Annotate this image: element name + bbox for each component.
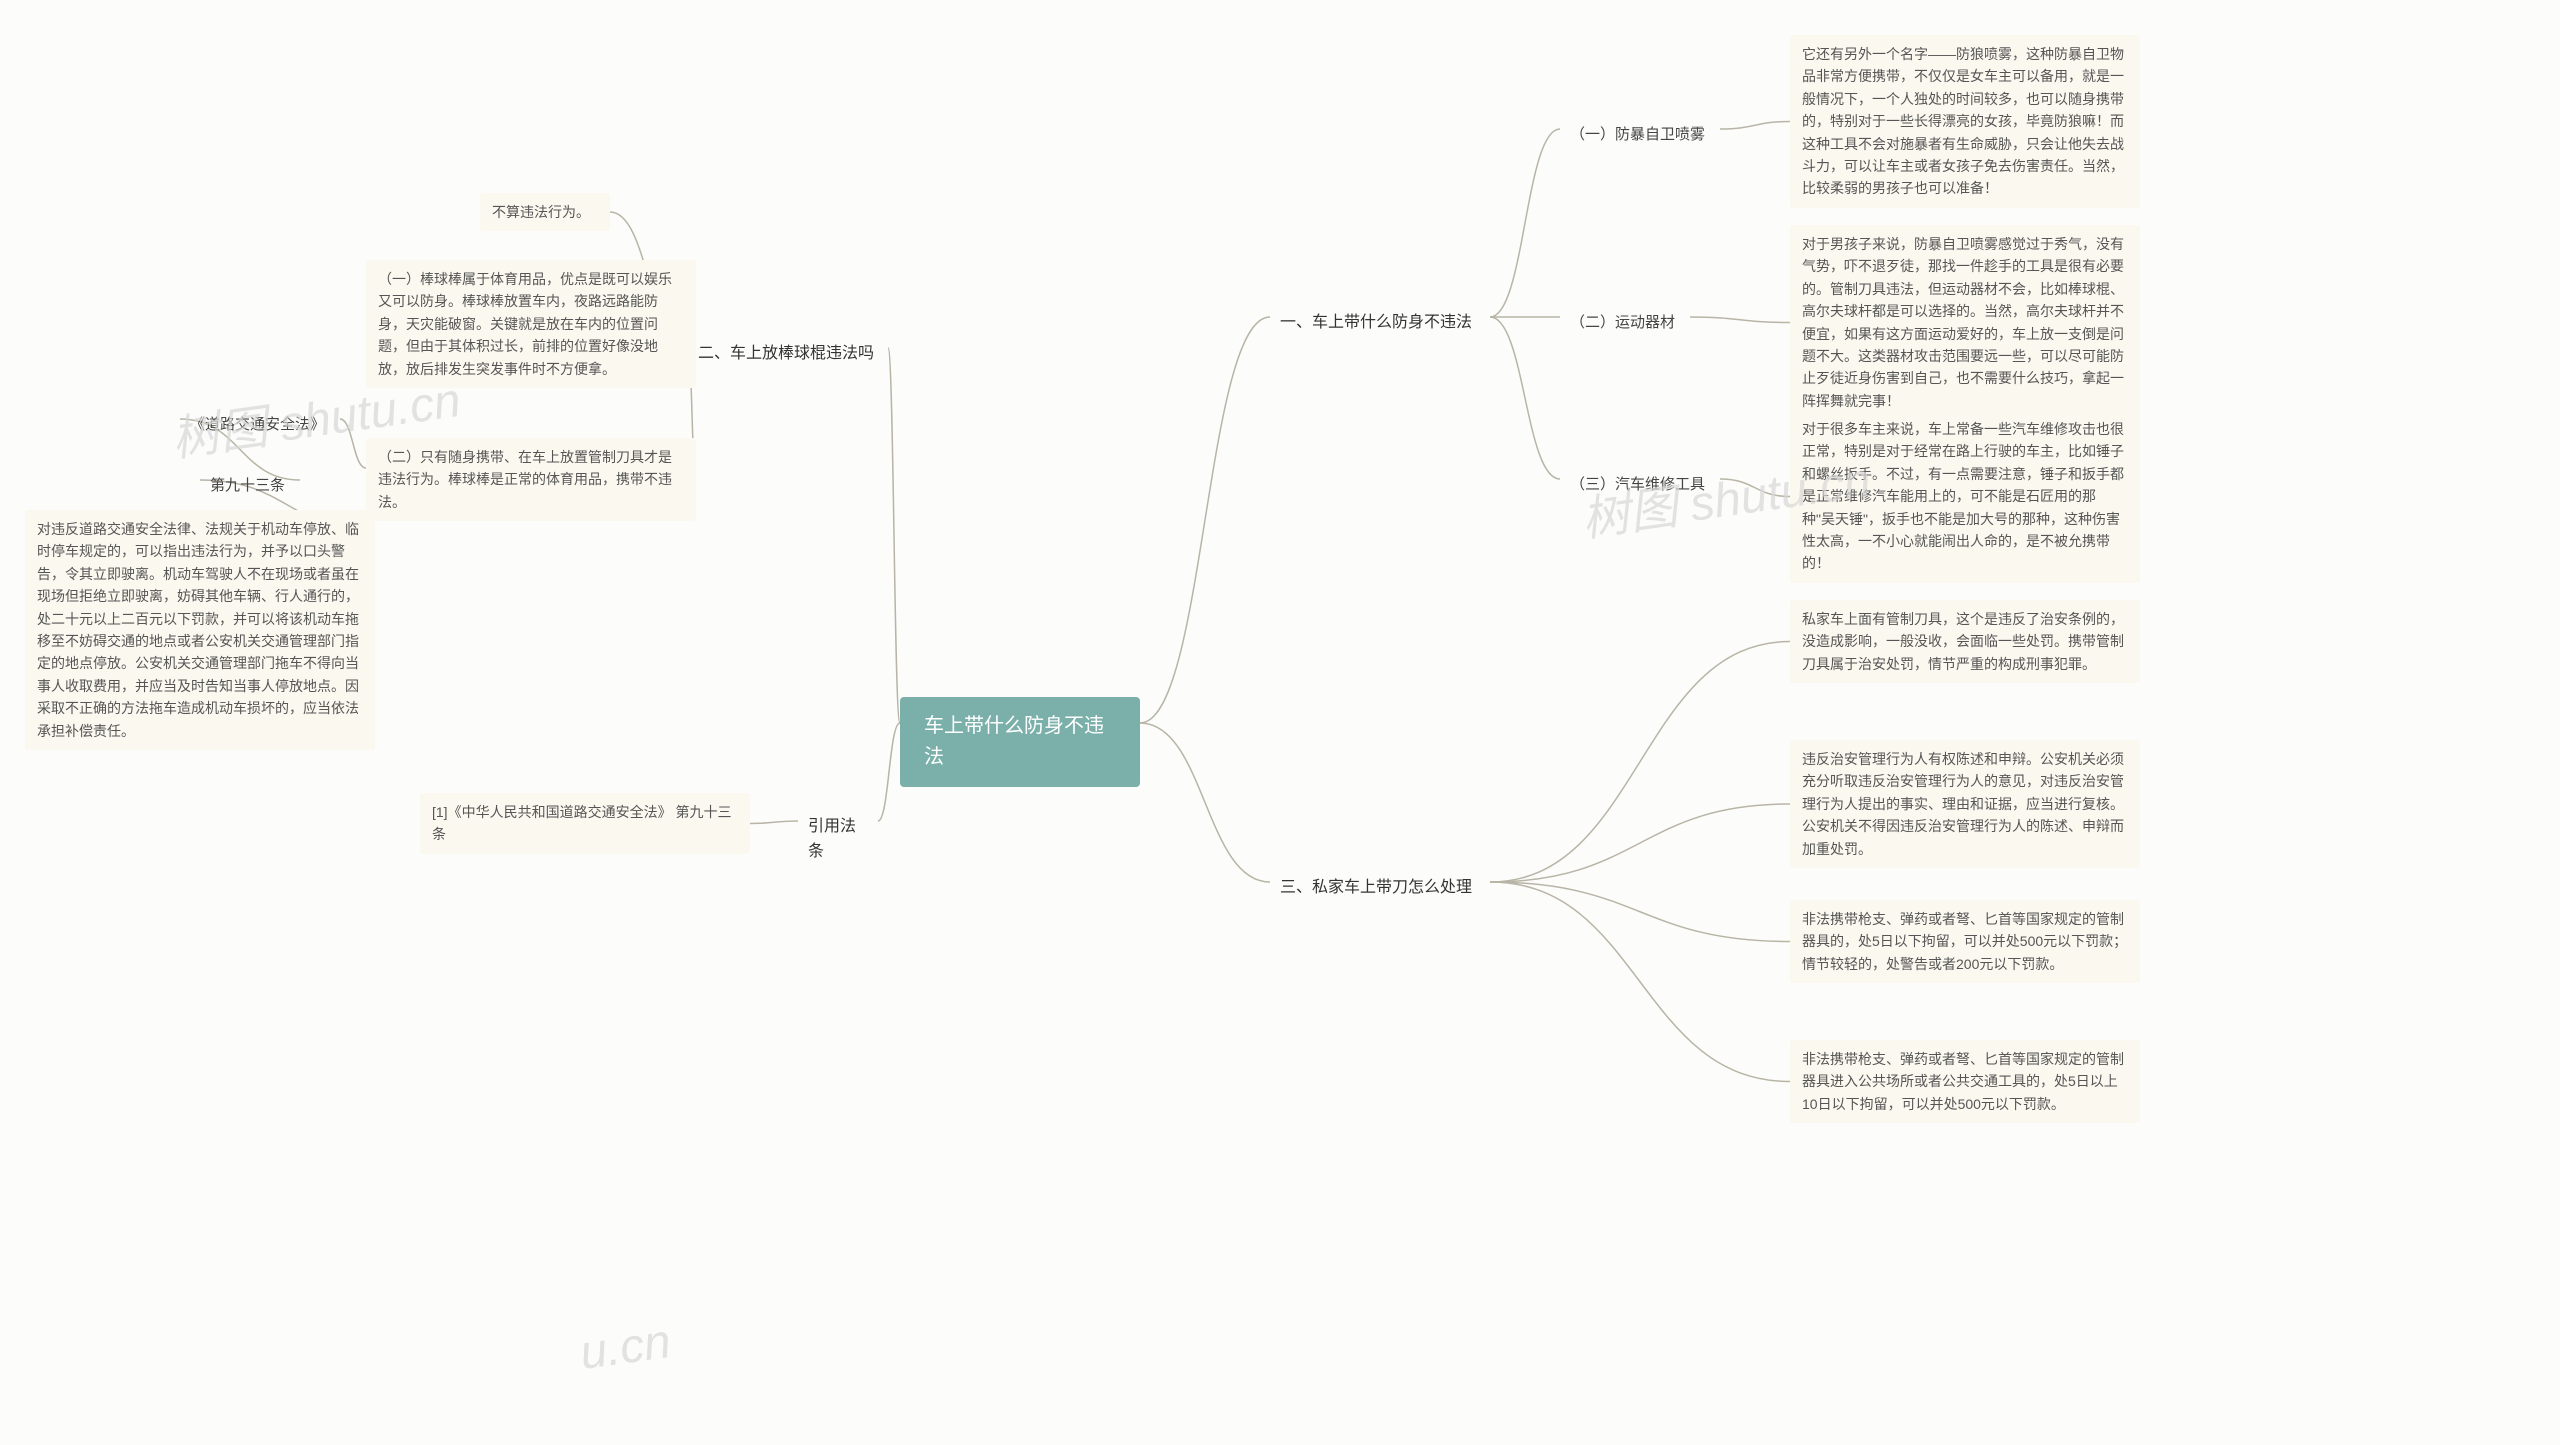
mindmap-node: [1]《中华人民共和国道路交通安全法》 第九十三条 [420,793,750,854]
mindmap-node: 对于很多车主来说，车上常备一些汽车维修攻击也很正常，特别是对于经常在路上行驶的车… [1790,410,2140,583]
mindmap-node: 非法携带枪支、弹药或者弩、匕首等国家规定的管制器具的，处5日以下拘留，可以并处5… [1790,900,2140,983]
mindmap-node: 对违反道路交通安全法律、法规关于机动车停放、临时停车规定的，可以指出违法行为，并… [25,510,375,750]
root-node: 车上带什么防身不违法 [900,697,1140,787]
mindmap-node: （三）汽车维修工具 [1560,467,1720,502]
mindmap-node: 私家车上面有管制刀具，这个是违反了治安条例的，没造成影响，一般没收，会面临一些处… [1790,600,2140,683]
mindmap-node: 第九十三条 [200,468,300,503]
mindmap-node: 对于男孩子来说，防暴自卫喷雾感觉过于秀气，没有气势，吓不退歹徒，那找一件趁手的工… [1790,225,2140,420]
mindmap-node: 三、私家车上带刀怎么处理 [1270,870,1490,907]
mindmap-node: 《道路交通安全法》 [180,407,340,442]
mindmap-node: 不算违法行为。 [480,193,610,231]
mindmap-node: （二）只有随身携带、在车上放置管制刀具才是违法行为。棒球棒是正常的体育用品，携带… [366,438,696,521]
mindmap-node: 引用法条 [798,809,878,871]
mindmap-node: 违反治安管理行为人有权陈述和申辩。公安机关必须充分听取违反治安管理行为人的意见，… [1790,740,2140,868]
mindmap-node: 它还有另外一个名字——防狼喷雾，这种防暴自卫物品非常方便携带，不仅仅是女车主可以… [1790,35,2140,208]
mindmap-node: 一、车上带什么防身不违法 [1270,305,1490,342]
mindmap-node: 非法携带枪支、弹药或者弩、匕首等国家规定的管制器具进入公共场所或者公共交通工具的… [1790,1040,2140,1123]
mindmap-node: （一）棒球棒属于体育用品，优点是既可以娱乐又可以防身。棒球棒放置车内，夜路远路能… [366,260,696,388]
mindmap-node: （二）运动器材 [1560,305,1690,340]
connector-layer [0,0,2560,1445]
mindmap-node: 二、车上放棒球棍违法吗 [688,336,888,373]
mindmap-node: （一）防暴自卫喷雾 [1560,117,1720,152]
